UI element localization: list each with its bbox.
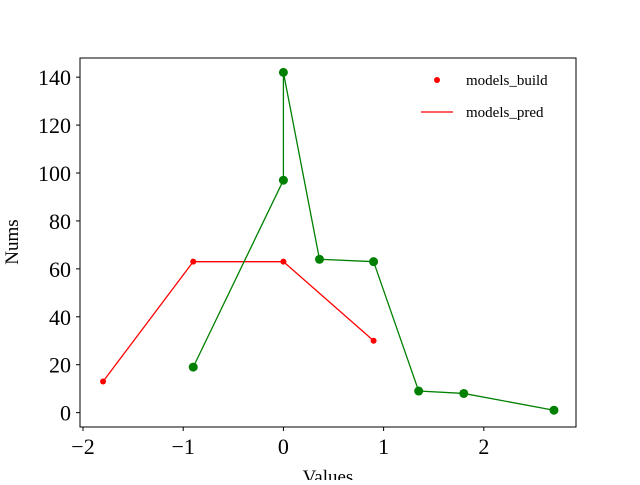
series-green [188, 67, 559, 415]
series-green-point [188, 362, 198, 372]
y-tick-label: 0 [60, 401, 71, 426]
x-tick-label: 1 [378, 434, 389, 459]
legend: models_build models_pred [421, 73, 548, 121]
series-green-point [414, 386, 424, 396]
y-tick-label: 20 [49, 353, 71, 378]
plot-frame [79, 57, 577, 428]
legend-label: models_build [466, 73, 548, 89]
x-tick-label: 2 [478, 434, 489, 459]
series-red-point [280, 258, 287, 265]
series-green-point [278, 67, 288, 77]
x-axis-label: Values [303, 467, 354, 480]
legend-label: models_pred [466, 105, 544, 121]
series-layer [100, 67, 559, 415]
series-green-point [314, 254, 324, 264]
series-red-point [100, 378, 107, 385]
series-green-point [459, 388, 469, 398]
series-red-point [190, 258, 197, 265]
series-green-line [192, 72, 555, 411]
x-tick-label: −2 [71, 434, 94, 459]
y-tick-label: 120 [38, 113, 71, 138]
y-axis: 0 20 40 60 80 100 120 140 [38, 65, 80, 426]
x-tick-label: −1 [171, 434, 194, 459]
y-tick-label: 100 [38, 161, 71, 186]
y-tick-label: 80 [49, 209, 71, 234]
series-red-line [102, 261, 375, 382]
x-axis: −2 −1 0 1 2 [71, 427, 489, 459]
x-tick-label: 0 [278, 434, 289, 459]
legend-marker [434, 77, 440, 83]
series-red [100, 258, 377, 385]
y-tick-label: 40 [49, 305, 71, 330]
series-green-point [369, 257, 379, 267]
series-green-point [278, 175, 288, 185]
series-green-point [549, 405, 559, 415]
series-red-point [370, 337, 377, 344]
plot-background [80, 58, 576, 427]
y-tick-label: 140 [38, 65, 71, 90]
y-tick-label: 60 [49, 257, 71, 282]
y-axis-label: Nums [2, 219, 23, 264]
